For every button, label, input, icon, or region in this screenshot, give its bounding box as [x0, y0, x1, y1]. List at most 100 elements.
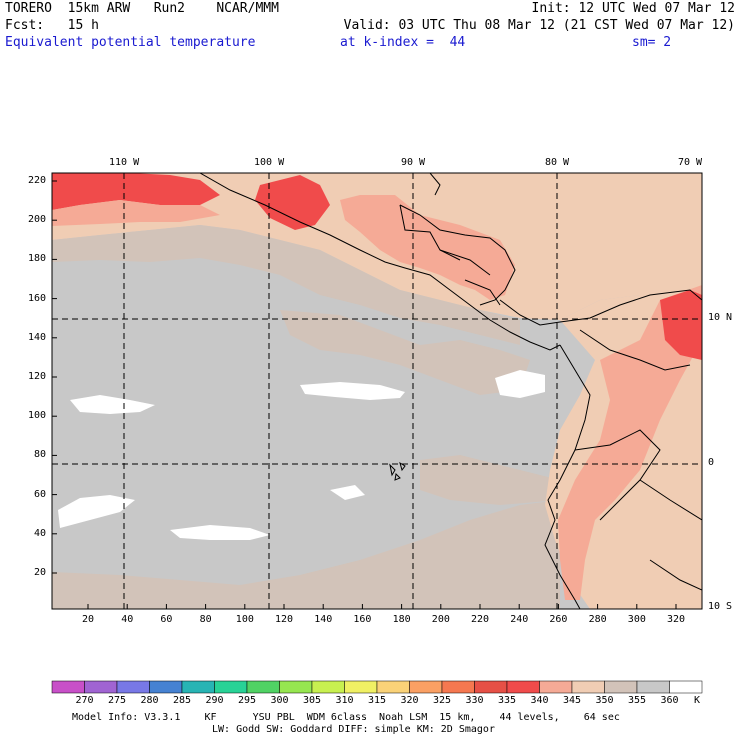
y-tick-label: 60 [34, 488, 47, 500]
y-tick-label: 220 [28, 175, 47, 186]
border-bolivia [649, 559, 702, 591]
coastline-layer [199, 173, 702, 609]
lat-lon-grid [52, 173, 702, 609]
header-valid-time: Valid: 03 UTC Thu 08 Mar 12 (21 CST Wed … [343, 18, 735, 33]
field-band-355-patch-f [330, 485, 365, 500]
y-tick-label: 200 [28, 214, 47, 226]
lon-label: 80 W [545, 157, 570, 168]
lat-label: 10 S [708, 601, 733, 612]
colorbar-label: 275 [108, 695, 127, 706]
field-band-355-patch-c [70, 395, 155, 414]
field-band-330-hot-north-sa [660, 290, 702, 360]
colorbar-swatch [84, 680, 118, 694]
colorbar-swatch [149, 680, 183, 694]
colorbar-label: 300 [270, 695, 289, 706]
colorbar-label: 345 [563, 695, 582, 706]
field-band-350-mid [280, 310, 530, 395]
colorbar-label: 270 [75, 695, 94, 706]
border-colombia [579, 329, 691, 371]
border-guatemala [399, 204, 461, 261]
colorbar-label: 335 [498, 695, 517, 706]
x-tick-label: 320 [667, 614, 686, 625]
x-tick-label: 280 [588, 614, 607, 625]
header-forecast-hour: Fcst: 15 h [5, 18, 99, 33]
y-tick-label: 140 [28, 331, 47, 343]
colorbar-label: 305 [303, 695, 322, 706]
header-init-time: Init: 12 UTC Wed 07 Mar 12 [531, 1, 736, 16]
colorbar-swatch [571, 680, 605, 694]
colorbar [51, 680, 703, 694]
field-band-350-north [52, 225, 520, 345]
smoothing-label: sm= 2 [632, 35, 672, 50]
colorbar-swatch [506, 680, 540, 694]
x-tick-label: 220 [471, 614, 490, 625]
y-tick-label: 120 [28, 371, 47, 382]
field-title: Equivalent potential temperature [5, 35, 256, 50]
border-peru-brazil [639, 479, 702, 521]
x-tick-label: 140 [314, 614, 333, 625]
x-tick-label: 100 [235, 614, 254, 625]
lat-label: 10 N [708, 312, 733, 323]
y-tick-label: 40 [34, 527, 47, 539]
colorbar-swatch [441, 680, 475, 694]
colorbar-swatch [409, 680, 443, 694]
field-band-350-mid2 [420, 455, 560, 505]
coastline-south-america-west [544, 344, 591, 609]
y-tick-label: 180 [28, 253, 47, 265]
colorbar-swatch [51, 680, 85, 694]
field-band-355-patch-b [495, 370, 545, 398]
border-ecuador-peru [574, 429, 661, 521]
field-band-340-nw [52, 200, 220, 226]
y-tick-label: 160 [28, 292, 47, 304]
model-info: Model Info: V3.3.1 KF YSU PBL WDM 6class… [72, 712, 620, 723]
border-nicaragua [464, 279, 501, 306]
x-tick-label: 60 [160, 614, 173, 625]
colorbar-label: 285 [173, 695, 192, 706]
colorbar-label: 325 [433, 695, 452, 706]
field-band-330-mexico [255, 175, 330, 230]
colorbar-label: 290 [205, 695, 224, 706]
x-tick-label: 260 [549, 614, 568, 625]
x-tick-label: 200 [431, 614, 450, 625]
colorbar-label: 355 [628, 695, 647, 706]
x-tick-label: 300 [627, 614, 646, 625]
colorbar-label: 280 [140, 695, 159, 706]
y-tick-label: 80 [34, 449, 47, 461]
border-mexico-north [429, 173, 441, 196]
x-tick-label: 160 [353, 614, 372, 625]
header-run-info: TORERO 15km ARW Run2 NCAR/MMM [5, 1, 279, 16]
field-band-355-patch-a [300, 382, 405, 400]
x-tick-label: 120 [275, 614, 294, 625]
colorbar-label: 295 [238, 695, 257, 706]
model-physics: LW: Godd SW: Goddard DIFF: simple KM: 2D… [212, 724, 495, 735]
field-band-340-andes [558, 285, 702, 600]
x-tick-label: 80 [199, 614, 212, 625]
lon-label: 110 W [109, 157, 140, 168]
colorbar-swatch [604, 680, 638, 694]
colorbar-swatch [181, 680, 215, 694]
coastline-central-america [199, 173, 561, 351]
x-tick-marks [87, 604, 677, 609]
field-band-340-central-america [340, 195, 515, 300]
colorbar-swatch [311, 680, 345, 694]
x-tick-label: 20 [82, 614, 95, 625]
coastline-yucatan [399, 204, 516, 306]
colorbar-swatch [539, 680, 573, 694]
colorbar-label: 350 [595, 695, 614, 706]
field-band-355-patch-e [170, 525, 270, 540]
field-band-350-south [52, 500, 560, 609]
colorbar-label: 315 [368, 695, 387, 706]
colorbar-label: 330 [465, 695, 484, 706]
coastline-caribbean [499, 289, 702, 326]
colorbar-label: 310 [335, 695, 354, 706]
colorbar-swatch [214, 680, 248, 694]
border-honduras [439, 249, 491, 276]
y-tick-marks [52, 180, 57, 574]
colorbar-swatch [344, 680, 378, 694]
colorbar-swatch [246, 680, 280, 694]
colorbar-label: 340 [530, 695, 549, 706]
colorbar-swatch [116, 680, 150, 694]
x-tick-label: 40 [121, 614, 134, 625]
colorbar-swatch [279, 680, 313, 694]
colorbar-swatch [474, 680, 508, 694]
